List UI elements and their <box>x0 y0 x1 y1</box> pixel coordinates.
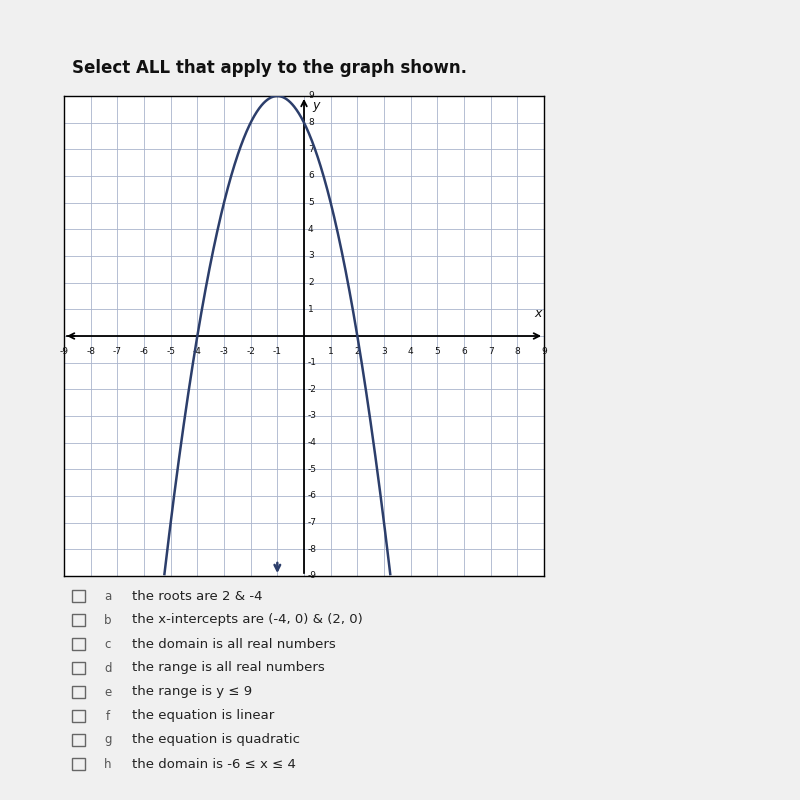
Text: c: c <box>105 638 111 650</box>
Text: Select ALL that apply to the graph shown.: Select ALL that apply to the graph shown… <box>72 59 467 77</box>
Text: b: b <box>104 614 112 626</box>
Text: 5: 5 <box>308 198 314 207</box>
Text: -1: -1 <box>308 358 317 367</box>
Text: 4: 4 <box>408 346 414 356</box>
Text: the equation is linear: the equation is linear <box>132 710 274 722</box>
Text: 1: 1 <box>328 346 334 356</box>
Text: a: a <box>104 590 112 602</box>
Text: -3: -3 <box>219 346 229 356</box>
Text: the equation is quadratic: the equation is quadratic <box>132 734 300 746</box>
Text: 8: 8 <box>308 118 314 127</box>
Text: -4: -4 <box>308 438 317 447</box>
Text: 6: 6 <box>308 171 314 181</box>
Text: -5: -5 <box>308 465 317 474</box>
Text: 6: 6 <box>461 346 467 356</box>
Text: the x-intercepts are (-4, 0) & (2, 0): the x-intercepts are (-4, 0) & (2, 0) <box>132 614 362 626</box>
Text: -3: -3 <box>308 411 317 421</box>
Text: x: x <box>534 307 542 320</box>
Text: -2: -2 <box>308 385 317 394</box>
Text: -5: -5 <box>166 346 175 356</box>
Text: -2: -2 <box>246 346 255 356</box>
Text: 8: 8 <box>514 346 520 356</box>
Text: y: y <box>312 98 319 112</box>
Text: the roots are 2 & -4: the roots are 2 & -4 <box>132 590 262 602</box>
Text: -1: -1 <box>273 346 282 356</box>
Text: -8: -8 <box>86 346 95 356</box>
Text: 2: 2 <box>354 346 360 356</box>
Text: the domain is -6 ≤ x ≤ 4: the domain is -6 ≤ x ≤ 4 <box>132 758 296 770</box>
Text: -7: -7 <box>308 518 317 527</box>
Text: e: e <box>104 686 112 698</box>
Text: 7: 7 <box>308 145 314 154</box>
Text: 3: 3 <box>308 251 314 261</box>
Text: -6: -6 <box>308 491 317 501</box>
Text: 9: 9 <box>541 346 547 356</box>
Text: 2: 2 <box>308 278 314 287</box>
Text: -9: -9 <box>59 346 69 356</box>
Text: the range is all real numbers: the range is all real numbers <box>132 662 325 674</box>
Text: 1: 1 <box>308 305 314 314</box>
Text: 4: 4 <box>308 225 314 234</box>
Text: the domain is all real numbers: the domain is all real numbers <box>132 638 336 650</box>
Text: 5: 5 <box>434 346 440 356</box>
Text: g: g <box>104 734 112 746</box>
Text: -4: -4 <box>193 346 202 356</box>
Text: h: h <box>104 758 112 770</box>
Text: d: d <box>104 662 112 674</box>
Text: -8: -8 <box>308 545 317 554</box>
Text: 9: 9 <box>308 91 314 101</box>
Text: -7: -7 <box>113 346 122 356</box>
Text: -9: -9 <box>308 571 317 581</box>
Text: f: f <box>106 710 110 722</box>
Text: -6: -6 <box>139 346 149 356</box>
Text: 7: 7 <box>488 346 494 356</box>
Text: the range is y ≤ 9: the range is y ≤ 9 <box>132 686 252 698</box>
Text: 3: 3 <box>381 346 387 356</box>
